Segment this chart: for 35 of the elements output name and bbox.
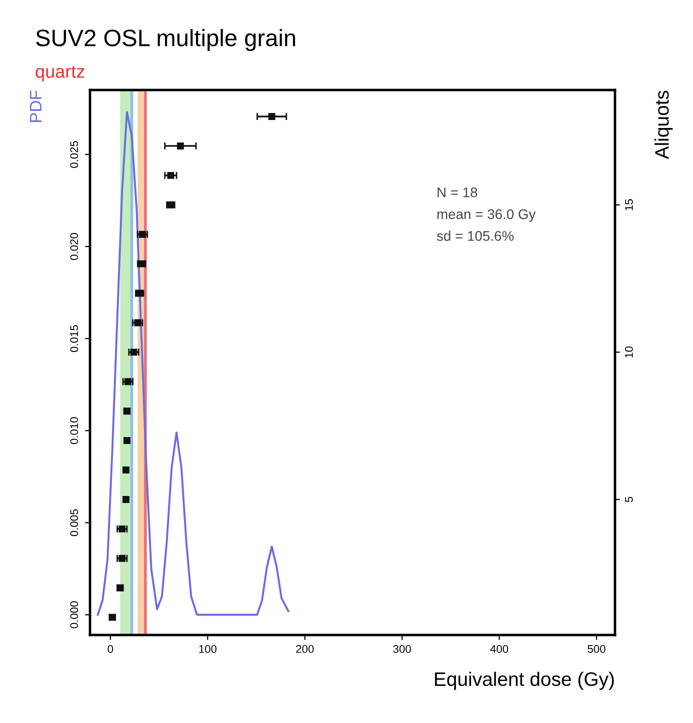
point <box>167 172 174 179</box>
annotation: N = 18 <box>438 187 478 198</box>
y-tick-label: 0.025 <box>70 141 78 168</box>
line-series <box>96 111 290 616</box>
y2-axis-title: Aliquots <box>654 90 673 160</box>
point <box>124 378 132 386</box>
x-tick-label: 100 <box>199 645 216 653</box>
x-tick-label: 200 <box>296 645 314 653</box>
y-tick-label: 0.015 <box>70 325 78 352</box>
point <box>122 466 130 474</box>
x-axis-title: Equivalent dose (Gy) <box>435 672 614 690</box>
point <box>118 554 126 562</box>
point <box>130 348 138 356</box>
y2-tick-label: 15 <box>625 199 633 210</box>
annotation: sd = 105.6% <box>436 230 514 241</box>
point <box>139 230 146 238</box>
y-tick-label: 0.010 <box>70 417 78 444</box>
y-tick-label: 0.020 <box>70 233 78 260</box>
x-tick-label: 400 <box>490 645 508 653</box>
point <box>176 142 184 150</box>
y-tick-label: 0.000 <box>70 601 78 628</box>
y-tick-label: 0.005 <box>70 509 78 536</box>
y-axis-title: PDF <box>30 90 42 122</box>
annotation: mean = 36.0 Gy <box>437 209 536 222</box>
y2-tick-label: 10 <box>625 346 633 358</box>
y2-tick-label: 5 <box>625 496 633 502</box>
x-tick-label: 300 <box>393 645 411 653</box>
point <box>268 113 276 120</box>
x-tick-label: 0 <box>108 645 114 653</box>
point <box>122 496 130 503</box>
x-tick-label: 500 <box>588 645 606 653</box>
point <box>118 525 126 532</box>
point <box>134 319 142 326</box>
chart-title: SUV2 OSL multiple grain <box>36 28 296 52</box>
chart-subtitle: quartz <box>36 66 84 82</box>
